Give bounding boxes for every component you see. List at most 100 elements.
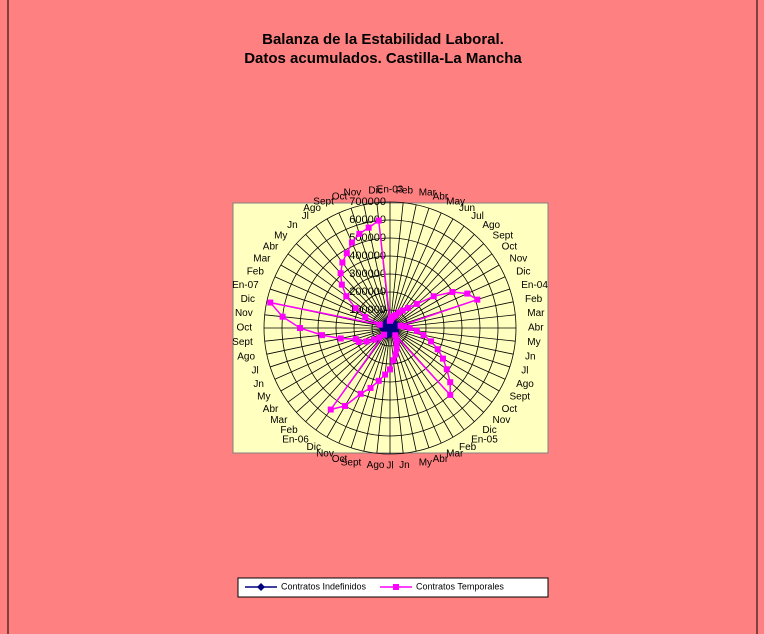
spoke	[389, 276, 506, 329]
marker	[267, 299, 274, 306]
category-label: Dic	[482, 425, 496, 436]
marker	[363, 338, 370, 345]
category-label: Jl	[302, 211, 309, 222]
category-label: Nov	[493, 415, 511, 426]
marker	[375, 377, 382, 384]
spoke	[389, 327, 510, 368]
category-label: Abr	[263, 404, 279, 415]
marker	[337, 270, 344, 277]
marker	[406, 325, 413, 331]
category-label: Jn	[287, 220, 298, 231]
spoke	[305, 234, 391, 329]
spoke	[326, 218, 391, 329]
category-label: Jl	[252, 365, 259, 376]
category-label: Sept	[510, 392, 531, 403]
spoke	[326, 327, 391, 438]
spoke	[363, 327, 391, 452]
category-label: Sept	[341, 458, 362, 469]
marker	[428, 338, 435, 345]
category-label: En-05	[471, 434, 498, 445]
category-label: Sept	[493, 230, 514, 241]
category-label: Nov	[510, 254, 528, 265]
category-label: Ago	[482, 220, 500, 231]
marker	[279, 313, 286, 320]
category-label: Feb	[459, 442, 477, 453]
spoke	[315, 225, 391, 329]
spoke	[274, 327, 391, 380]
spoke	[389, 327, 484, 413]
marker	[380, 331, 387, 338]
marker	[447, 391, 454, 398]
category-label: Sept	[232, 337, 253, 348]
marker	[387, 366, 393, 373]
category-label: Feb	[247, 267, 265, 278]
spoke	[376, 327, 391, 454]
spoke	[389, 202, 404, 329]
category-label: Oct	[236, 323, 252, 334]
category-label: My	[527, 337, 540, 348]
marker	[413, 300, 420, 307]
spoke	[389, 204, 417, 329]
marker	[352, 305, 359, 312]
marker	[449, 289, 456, 295]
category-label: Jul	[471, 211, 484, 222]
category-label: Jl	[521, 365, 528, 376]
category-label: Mar	[419, 188, 437, 199]
category-label: Dic	[368, 185, 382, 196]
spoke	[389, 243, 484, 329]
marker	[327, 406, 334, 413]
spoke	[389, 327, 404, 454]
spoke	[338, 212, 391, 329]
marker	[392, 351, 399, 358]
category-label: My	[419, 458, 432, 469]
tick-label: 400000	[349, 250, 386, 262]
spoke	[338, 327, 391, 444]
category-label: Feb	[280, 425, 298, 436]
marker	[318, 332, 325, 339]
marker	[443, 366, 450, 373]
tick-label: 200000	[349, 286, 386, 298]
category-label: Jn	[253, 379, 264, 390]
marker	[464, 290, 471, 297]
category-label: Abr	[263, 242, 279, 253]
spoke	[389, 301, 514, 329]
marker	[401, 323, 408, 330]
category-label: Oct	[332, 454, 348, 465]
spoke	[389, 208, 430, 329]
marker	[375, 217, 382, 224]
category-label: Jl	[386, 461, 393, 472]
marker	[430, 293, 437, 300]
category-label: Nov	[344, 188, 362, 199]
category-label: Oct	[332, 191, 348, 202]
category-label: Mar	[270, 415, 288, 426]
marker	[370, 336, 377, 343]
category-label: Abr	[528, 323, 544, 334]
category-label: Ago	[516, 379, 534, 390]
marker	[376, 321, 383, 328]
legend-label: Contratos Temporales	[416, 581, 504, 591]
spoke	[350, 208, 391, 329]
marker	[352, 336, 359, 343]
legend-label: Contratos Indefinidos	[281, 581, 367, 591]
category-label: Nov	[316, 449, 334, 460]
marker	[367, 384, 374, 391]
spoke	[389, 212, 442, 329]
category-label: My	[274, 230, 287, 241]
category-label: Ago	[303, 203, 321, 214]
marker	[393, 345, 400, 352]
marker	[376, 334, 383, 341]
marker	[393, 339, 400, 346]
chart-title: Balanza de la Estabilidad Laboral.	[262, 31, 504, 48]
marker	[396, 309, 402, 316]
marker	[365, 224, 372, 231]
category-label: En-07	[232, 280, 259, 291]
marker	[343, 250, 350, 257]
category-label: En-06	[282, 434, 309, 445]
category-label: Jn	[399, 460, 410, 471]
category-label: Nov	[235, 308, 253, 319]
category-label: Dic	[516, 267, 530, 278]
marker	[337, 335, 344, 342]
marker	[399, 307, 406, 314]
spoke	[389, 327, 493, 403]
